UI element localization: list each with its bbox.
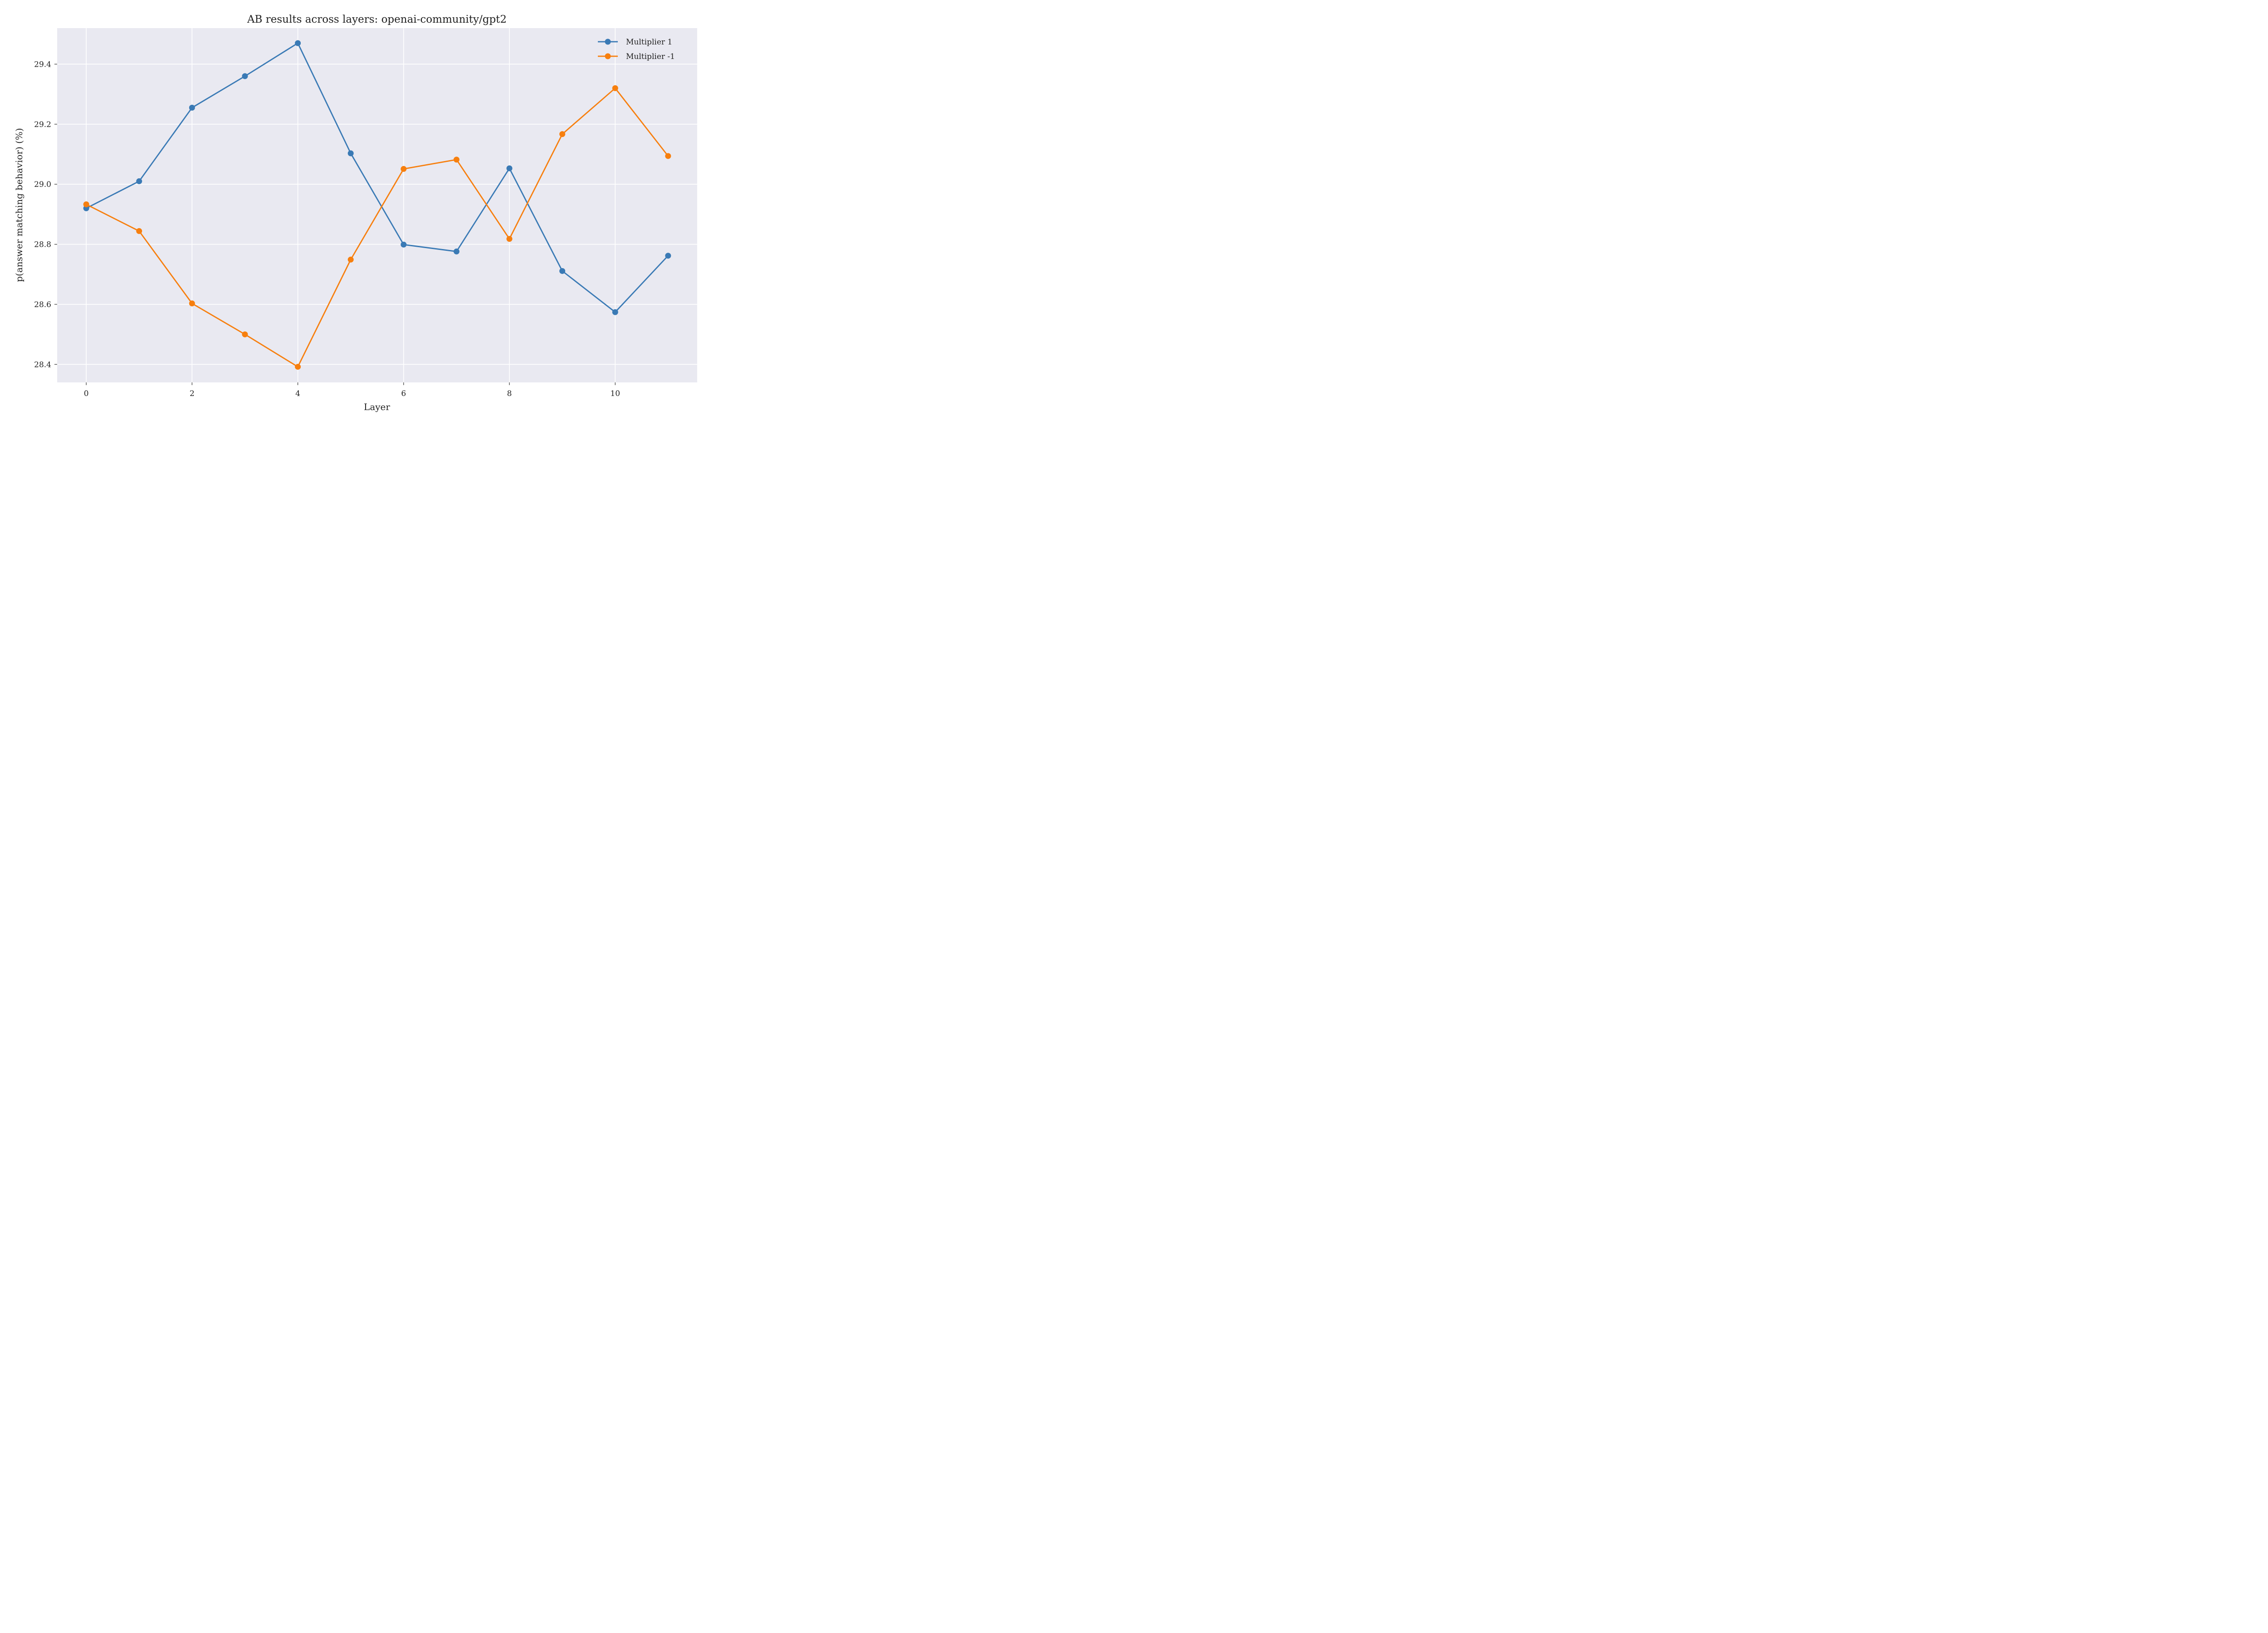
plot-area	[57, 28, 697, 382]
series-line	[86, 42, 669, 313]
y-tick-label: 28.6	[34, 300, 51, 309]
x-tick-label: 0	[84, 389, 89, 398]
line-chart: AB results across layers: openai-communi…	[14, 14, 697, 412]
data-point	[665, 153, 671, 159]
data-point	[189, 300, 195, 307]
legend-label: Multiplier -1	[626, 52, 675, 61]
legend-label: Multiplier 1	[626, 38, 672, 47]
y-tick-label: 29.4	[34, 60, 51, 69]
data-point	[347, 256, 354, 263]
legend-marker	[605, 39, 611, 45]
series-line	[86, 87, 669, 367]
data-point	[136, 228, 142, 234]
legend-item: Multiplier 1	[598, 38, 672, 47]
data-point	[347, 150, 354, 156]
data-point	[612, 85, 618, 91]
data-point	[559, 131, 566, 137]
x-tick-label: 2	[190, 389, 195, 398]
data-point	[506, 165, 513, 171]
y-axis-ticks: 28.4 28.6 28.8 29.0 29.2 29.4	[34, 60, 57, 369]
data-point	[453, 156, 459, 163]
x-tick-label: 6	[401, 389, 406, 398]
series-lines	[83, 40, 671, 370]
series-2	[83, 85, 671, 370]
data-point	[506, 236, 513, 242]
series-1	[83, 40, 671, 315]
data-point	[401, 241, 407, 248]
data-point	[612, 309, 618, 315]
y-tick-label: 29.2	[34, 120, 51, 129]
x-axis-ticks: 0 2 4 6 8 10	[84, 382, 620, 398]
legend-item: Multiplier -1	[598, 52, 675, 61]
data-point	[665, 253, 671, 259]
x-axis-label: Layer	[364, 401, 390, 412]
data-point	[189, 104, 195, 111]
data-point	[559, 268, 566, 274]
data-point	[401, 166, 407, 172]
y-tick-label: 28.4	[34, 360, 51, 369]
data-point	[83, 201, 89, 208]
legend: Multiplier 1 Multiplier -1	[598, 38, 675, 61]
legend-marker	[605, 53, 611, 59]
data-point	[136, 178, 142, 185]
y-tick-label: 28.8	[34, 240, 51, 249]
x-tick-label: 4	[295, 389, 300, 398]
chart-title: AB results across layers: openai-communi…	[247, 14, 507, 25]
x-tick-label: 10	[610, 389, 620, 398]
x-tick-label: 8	[507, 389, 512, 398]
data-point	[242, 73, 248, 79]
data-point	[453, 248, 459, 254]
data-point	[295, 364, 301, 370]
data-point	[295, 40, 301, 46]
y-tick-label: 29.0	[34, 180, 51, 189]
data-point	[242, 331, 248, 337]
y-axis-label: p(answer matching behavior) (%)	[14, 128, 24, 282]
